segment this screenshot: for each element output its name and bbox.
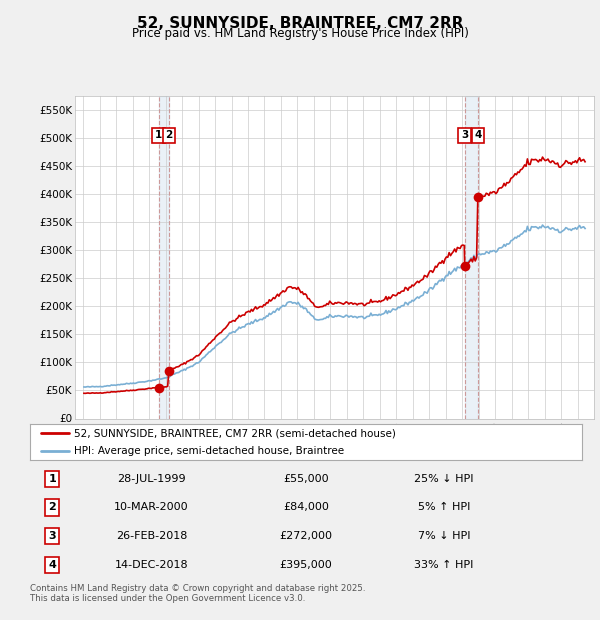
Text: 26-FEB-2018: 26-FEB-2018 bbox=[116, 531, 187, 541]
Text: 33% ↑ HPI: 33% ↑ HPI bbox=[415, 560, 473, 570]
Text: 7% ↓ HPI: 7% ↓ HPI bbox=[418, 531, 470, 541]
Text: 4: 4 bbox=[48, 560, 56, 570]
Text: 5% ↑ HPI: 5% ↑ HPI bbox=[418, 502, 470, 513]
Text: 25% ↓ HPI: 25% ↓ HPI bbox=[414, 474, 474, 484]
Text: 52, SUNNYSIDE, BRAINTREE, CM7 2RR (semi-detached house): 52, SUNNYSIDE, BRAINTREE, CM7 2RR (semi-… bbox=[74, 428, 396, 438]
Text: 2: 2 bbox=[165, 130, 172, 140]
Text: Price paid vs. HM Land Registry's House Price Index (HPI): Price paid vs. HM Land Registry's House … bbox=[131, 27, 469, 40]
Text: 28-JUL-1999: 28-JUL-1999 bbox=[117, 474, 186, 484]
Text: £395,000: £395,000 bbox=[280, 560, 332, 570]
Text: 2: 2 bbox=[48, 502, 56, 513]
Text: HPI: Average price, semi-detached house, Braintree: HPI: Average price, semi-detached house,… bbox=[74, 446, 344, 456]
Text: 14-DEC-2018: 14-DEC-2018 bbox=[115, 560, 188, 570]
Text: £55,000: £55,000 bbox=[283, 474, 329, 484]
Text: 4: 4 bbox=[474, 130, 482, 140]
Text: Contains HM Land Registry data © Crown copyright and database right 2025.
This d: Contains HM Land Registry data © Crown c… bbox=[30, 584, 365, 603]
Text: £84,000: £84,000 bbox=[283, 502, 329, 513]
Text: 3: 3 bbox=[461, 130, 468, 140]
Text: 3: 3 bbox=[48, 531, 56, 541]
Text: 1: 1 bbox=[48, 474, 56, 484]
Text: 1: 1 bbox=[155, 130, 162, 140]
Bar bbox=[158, 96, 169, 418]
Bar bbox=[464, 96, 478, 418]
Text: £272,000: £272,000 bbox=[280, 531, 332, 541]
Text: 10-MAR-2000: 10-MAR-2000 bbox=[114, 502, 189, 513]
Text: 52, SUNNYSIDE, BRAINTREE, CM7 2RR: 52, SUNNYSIDE, BRAINTREE, CM7 2RR bbox=[137, 16, 463, 31]
